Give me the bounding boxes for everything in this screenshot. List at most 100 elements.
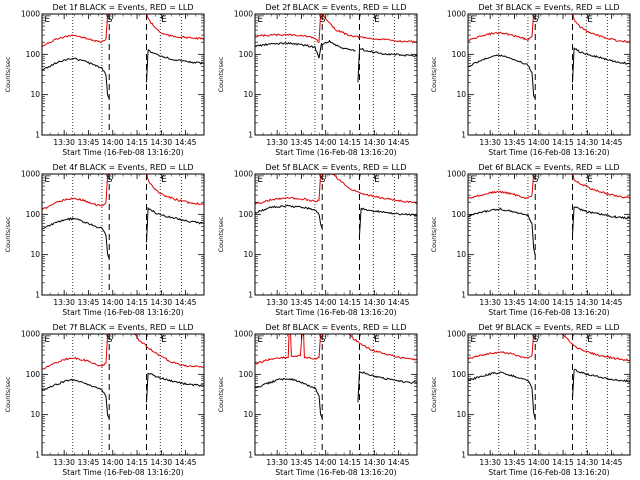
marker-letter-s: S [320,15,326,25]
y-axis-label: Counts/sec [4,376,12,412]
x-axis-label: Start Time (16-Feb-08 13:16:20) [488,468,609,477]
y-tick-label: 1 [248,291,253,300]
x-tick-label: 13:45 [291,138,313,147]
x-tick-label: 13:30 [479,298,501,307]
y-axis-label: Counts/sec [4,56,12,92]
series-line-events [359,207,417,236]
x-tick-label: 13:30 [266,458,288,467]
x-tick-label: 14:15 [552,298,574,307]
plot-frame [254,173,418,296]
series-line-events [255,39,356,59]
x-tick-label: 14:15 [126,458,148,467]
series-line-lld [348,334,417,361]
x-tick-label: 13:45 [504,458,526,467]
panel-title: Det 7f BLACK = Events, RED = LLD [52,323,193,332]
marker-letter-s: S [533,175,539,185]
y-tick-label: 100 [26,370,41,379]
marker-letter-e: E [161,15,167,25]
x-tick-label: 14:45 [175,138,197,147]
y-tick-label: 10 [243,90,253,99]
panel-title: Det 3f BLACK = Events, RED = LLD [478,3,619,12]
x-axis-label: Start Time (16-Feb-08 13:16:20) [62,468,183,477]
x-tick-label: 13:45 [78,138,100,147]
series-line-events [42,217,110,259]
marker-letter-e: E [587,175,593,185]
chart-panel-det-1f: Det 1f BLACK = Events, RED = LLD Counts/s… [4,3,205,157]
panel-title: Det 6f BLACK = Events, RED = LLD [478,163,619,172]
marker-letter-e: E [470,335,476,345]
y-tick-label: 1000 [234,10,253,19]
marker-letter-e: E [587,15,593,25]
y-axis-label: Counts/sec [430,376,438,412]
series-line-lld [255,14,417,44]
marker-letter-s: S [107,175,113,185]
y-axis-label: Counts/sec [430,56,438,92]
marker-letter-s: S [320,335,326,345]
y-tick-label: 100 [452,210,467,219]
panel-title: Det 9f BLACK = Events, RED = LLD [478,323,619,332]
x-tick-label: 14:30 [364,458,386,467]
chart-panel-det-3f: Det 3f BLACK = Events, RED = LLD Counts/s… [430,3,631,157]
plot-frame [41,333,205,456]
x-tick-label: 13:30 [266,138,288,147]
plot-area [468,174,630,295]
x-tick-label: 14:15 [339,298,361,307]
y-tick-label: 100 [26,50,41,59]
y-tick-label: 1 [461,291,466,300]
series-line-lld [42,14,110,47]
plot-frame [467,13,631,136]
series-line-lld [468,174,536,200]
series-line-events [572,368,630,399]
plot-area [468,334,630,455]
y-tick-label: 1000 [21,330,40,339]
y-axis-label: Counts/sec [430,216,438,252]
chart-panel-det-8f: Det 8f BLACK = Events, RED = LLD Counts/s… [217,323,418,477]
series-line-events [468,371,536,419]
marker-letter-e: E [257,175,263,185]
marker-letter-e: E [470,175,476,185]
series-line-lld [468,334,536,360]
y-tick-label: 100 [452,50,467,59]
series-line-lld [146,174,204,206]
x-axis-label: Start Time (16-Feb-08 13:16:20) [62,308,183,317]
series-line-events [255,377,323,419]
plot-area [42,174,204,295]
plot-area [468,14,630,135]
chart-panel-det-2f: Det 2f BLACK = Events, RED = LLD Counts/s… [217,3,418,157]
x-tick-label: 14:15 [126,138,148,147]
x-tick-label: 14:45 [388,458,410,467]
x-tick-label: 13:30 [479,138,501,147]
x-tick-label: 14:15 [339,138,361,147]
x-tick-label: 14:45 [388,138,410,147]
x-tick-label: 14:45 [175,298,197,307]
series-line-lld [42,334,110,370]
marker-letter-e: E [161,335,167,345]
x-tick-label: 14:45 [601,458,623,467]
x-tick-label: 14:00 [315,298,337,307]
y-tick-label: 100 [239,210,254,219]
marker-letter-s: S [533,335,539,345]
series-line-events [357,47,417,83]
series-line-events [146,206,204,243]
chart-panel-det-6f: Det 6f BLACK = Events, RED = LLD Counts/s… [430,163,631,317]
y-tick-label: 10 [456,250,466,259]
y-tick-label: 1000 [447,170,466,179]
plot-frame [467,333,631,456]
x-tick-label: 14:15 [339,458,361,467]
y-tick-label: 1 [248,451,253,460]
y-tick-label: 1 [35,291,40,300]
x-tick-label: 14:00 [102,298,124,307]
series-line-lld [255,334,323,365]
series-line-events [42,378,110,419]
x-tick-label: 14:45 [388,298,410,307]
y-tick-label: 10 [30,250,40,259]
plot-area [42,14,204,135]
marker-letter-s: S [320,175,326,185]
panel-title: Det 4f BLACK = Events, RED = LLD [52,163,193,172]
y-tick-label: 10 [243,250,253,259]
y-tick-label: 10 [456,90,466,99]
series-line-lld [468,14,536,42]
y-tick-label: 100 [452,370,467,379]
y-tick-label: 100 [239,370,254,379]
